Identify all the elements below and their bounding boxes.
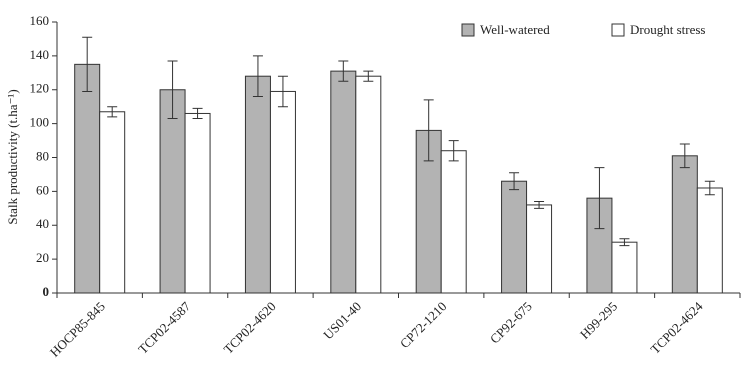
error-bar — [82, 36, 93, 92]
y-tick-label: 160 — [30, 13, 50, 28]
y-tick-label: 80 — [36, 148, 49, 163]
error-bar — [423, 99, 434, 162]
error-bar — [448, 140, 459, 162]
x-tick-label: CP92-675 — [487, 299, 535, 347]
y-tick-label: 20 — [36, 250, 49, 265]
legend-label: Drought stress — [630, 22, 705, 37]
error-bar — [679, 143, 690, 169]
bar — [330, 70, 357, 294]
bar — [501, 180, 528, 294]
bar — [696, 187, 723, 294]
legend-label: Well-watered — [480, 22, 550, 37]
legend-swatch — [611, 23, 625, 37]
bar — [269, 90, 296, 294]
error-bar — [534, 201, 545, 209]
error-bar — [594, 167, 605, 230]
x-tick-label: TCP02-4620 — [221, 299, 279, 357]
error-bar — [167, 60, 178, 120]
y-tick-label: 120 — [30, 81, 50, 96]
bar — [159, 89, 186, 294]
x-tick-label: HOCP85-845 — [47, 299, 108, 360]
x-tick-label: TCP02-4587 — [135, 298, 193, 356]
y-tick-label: 60 — [36, 182, 49, 197]
bar — [526, 204, 553, 294]
x-tick-label: H99-295 — [577, 299, 620, 342]
y-tick-label: 0 — [43, 284, 50, 299]
bar — [611, 241, 638, 294]
error-bar — [619, 238, 630, 247]
bar — [244, 75, 271, 294]
x-tick-label: US01-40 — [320, 299, 364, 343]
bar — [99, 111, 126, 294]
bar — [355, 75, 382, 294]
bar — [440, 150, 467, 294]
bar — [74, 63, 101, 294]
error-bar — [363, 70, 374, 82]
x-tick-label: TCP02-4624 — [647, 298, 705, 356]
error-bar — [107, 106, 118, 118]
error-bar — [704, 180, 715, 196]
error-bar — [277, 75, 288, 108]
error-bar — [252, 55, 263, 98]
bar — [671, 155, 698, 294]
y-tick-label: 100 — [30, 115, 50, 130]
y-axis-label: Stalk productivity (t.ha⁻¹) — [5, 89, 20, 224]
error-bar — [192, 107, 203, 120]
legend-swatch — [461, 23, 475, 37]
y-tick-label: 140 — [30, 47, 50, 62]
error-bar — [338, 60, 349, 82]
x-tick-label: CP72-1210 — [397, 299, 449, 351]
error-bar — [509, 172, 520, 191]
bar — [184, 112, 211, 294]
y-tick-label: 40 — [36, 216, 49, 231]
